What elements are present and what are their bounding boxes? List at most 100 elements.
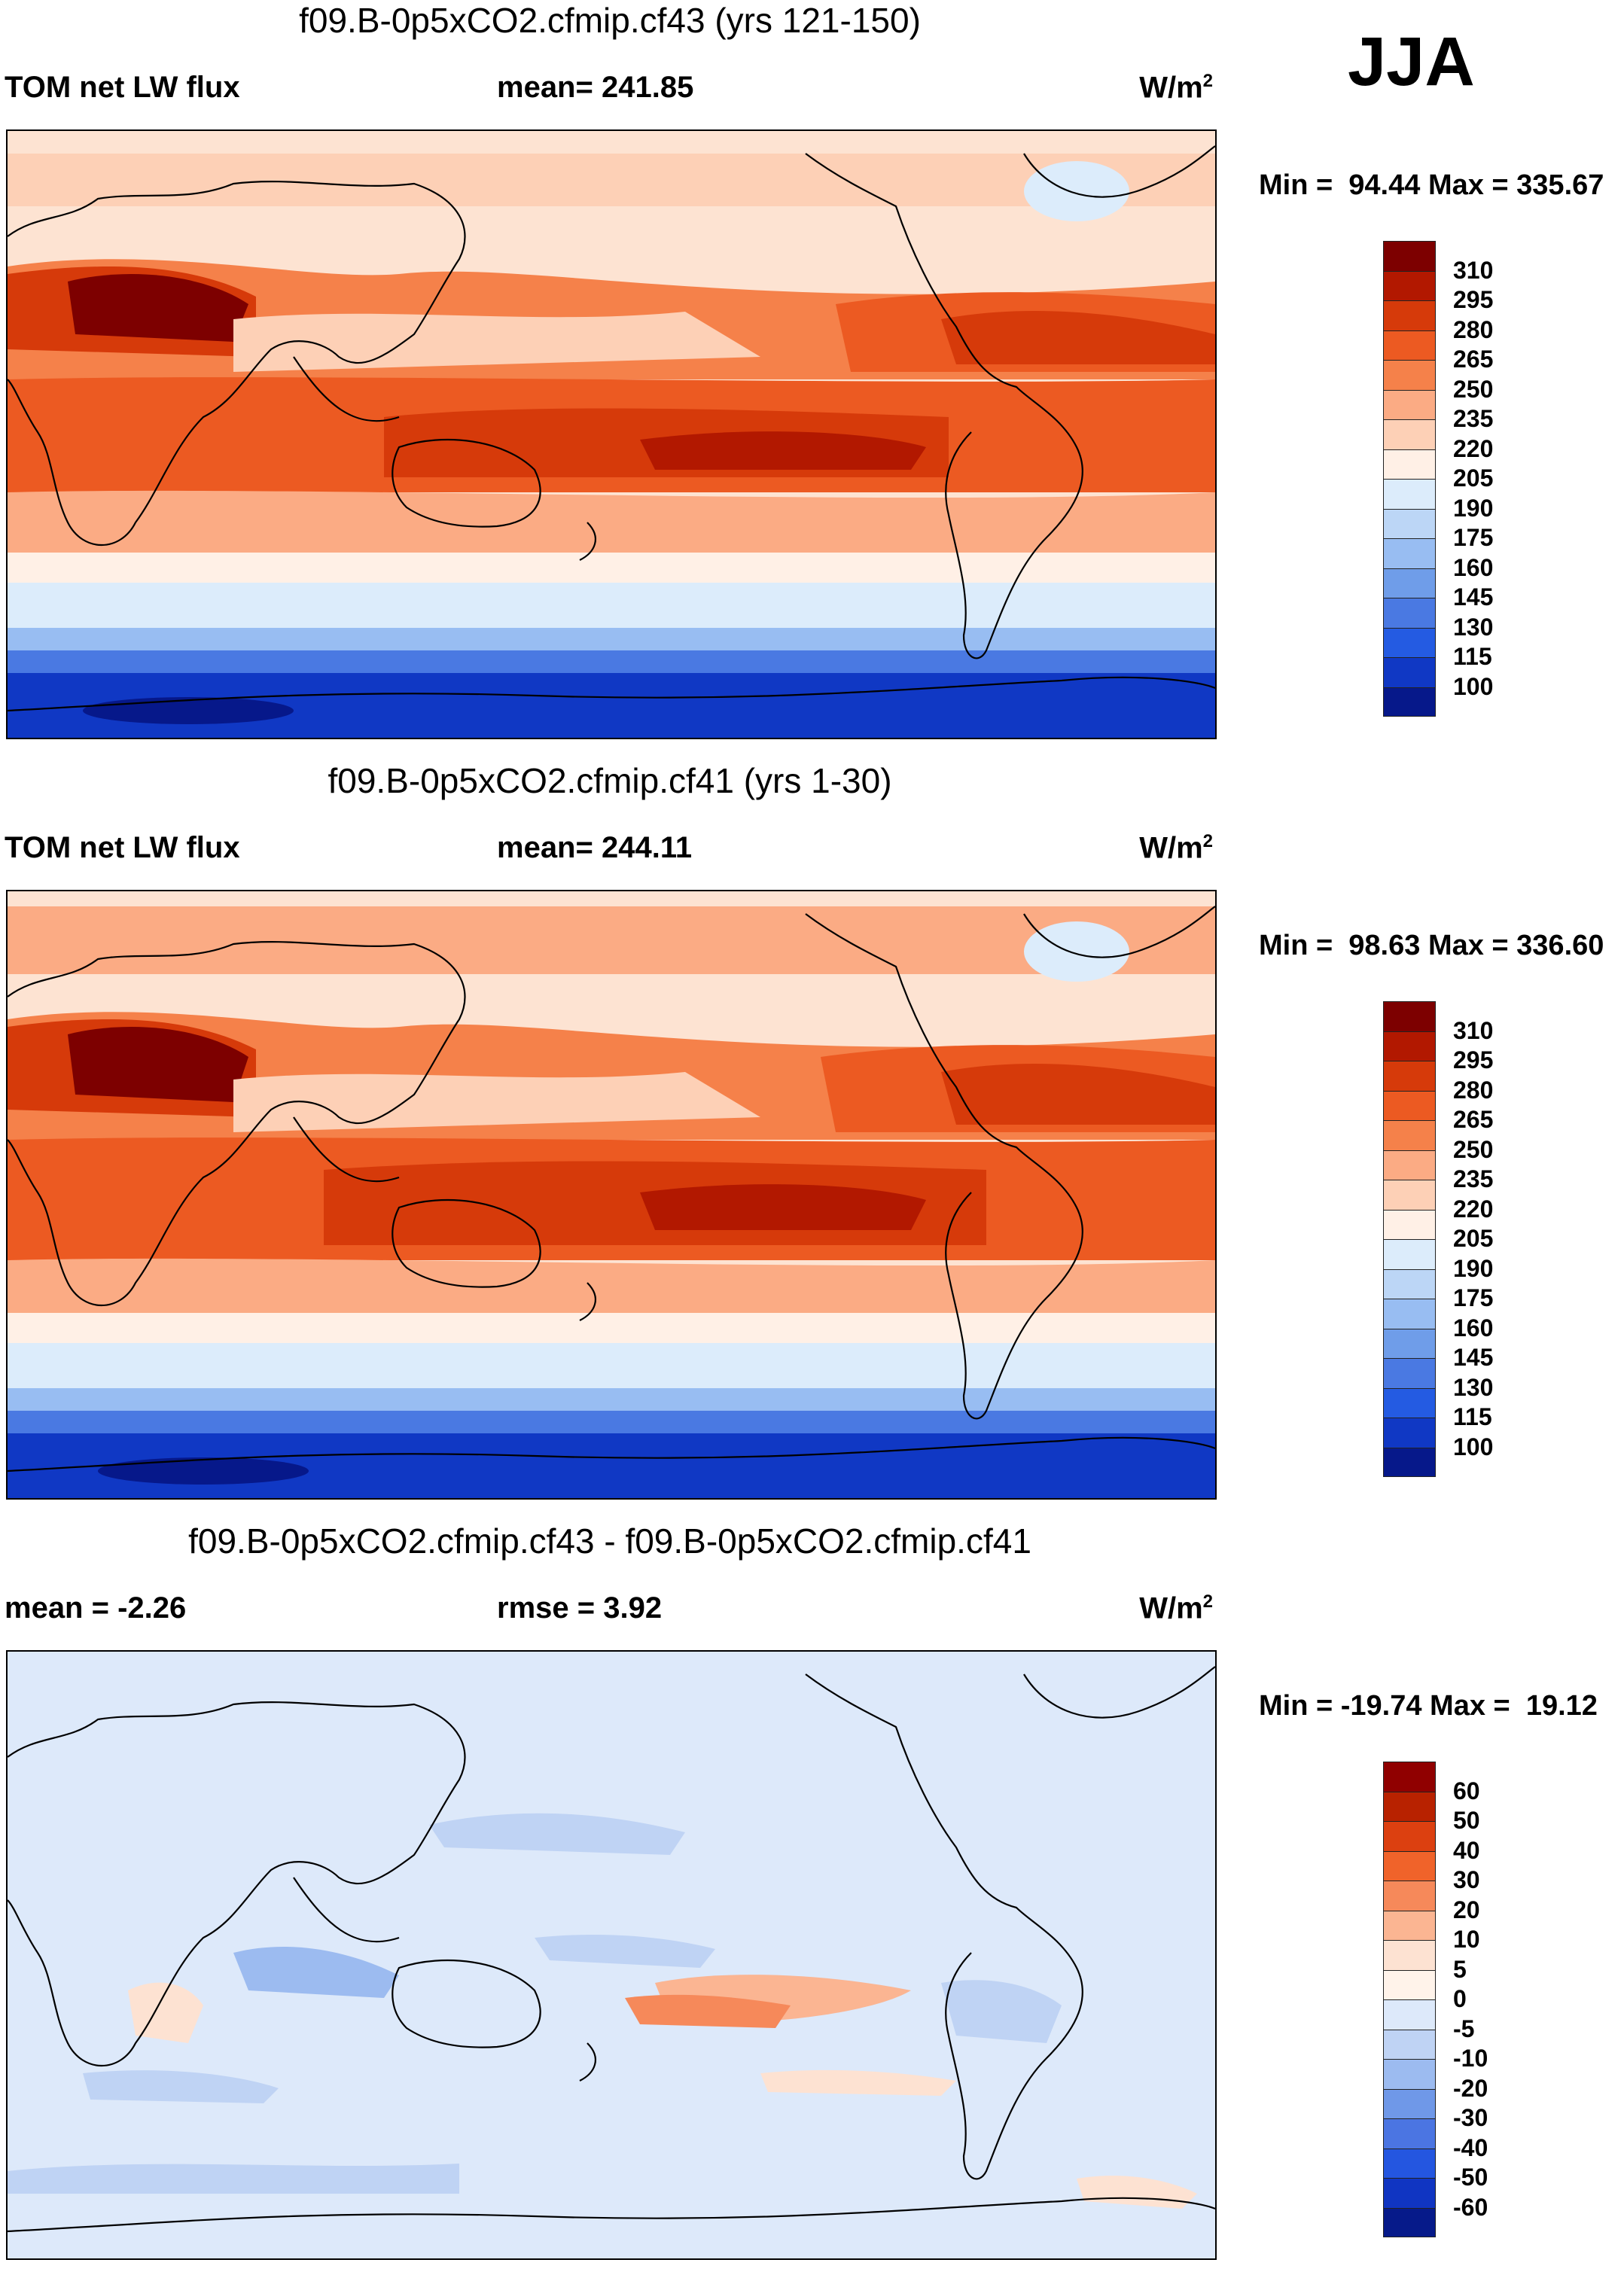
colorbar-box [1383, 1328, 1436, 1358]
colorbar-tick-label: 235 [1453, 405, 1494, 432]
colorbar-box [1383, 1031, 1436, 1061]
colorbar-box [1383, 1120, 1436, 1150]
colorbar-box [1383, 2118, 1436, 2149]
colorbar-tick-label: 100 [1453, 672, 1494, 700]
colorbar-tick-label: 295 [1453, 1046, 1494, 1074]
colorbar-tick-label: 220 [1453, 434, 1494, 462]
units-label: W/m2 [1139, 831, 1213, 865]
panel-cf43: f09.B-0p5xCO2.cfmip.cf43 (yrs 121-150) T… [0, 0, 1624, 760]
colorbar-tick-label: -50 [1453, 2164, 1488, 2191]
colorbar-box [1383, 1180, 1436, 1210]
colorbar-box [1383, 1999, 1436, 2030]
colorbar-tick-label: 310 [1453, 256, 1494, 284]
colorbar-tick-label: -40 [1453, 2133, 1488, 2161]
colorbar-tick-label: 265 [1453, 346, 1494, 373]
colorbar-tick-label: 190 [1453, 494, 1494, 522]
colorbar-box [1383, 241, 1436, 271]
colorbar-box [1383, 657, 1436, 687]
colorbar-tick-label: 10 [1453, 1926, 1480, 1953]
map-cf41 [6, 890, 1217, 1500]
colorbar-box [1383, 538, 1436, 568]
colorbar-tick-label: 250 [1453, 375, 1494, 403]
colorbar-box [1383, 1969, 1436, 1999]
colorbar-box [1383, 1150, 1436, 1180]
colorbar [1383, 1001, 1436, 1477]
colorbar-box [1383, 2178, 1436, 2208]
colorbar-box [1383, 449, 1436, 479]
units-label: W/m2 [1139, 71, 1213, 105]
colorbar-tick-label: 280 [1453, 315, 1494, 343]
colorbar-box [1383, 360, 1436, 390]
mean-label: mean= 244.11 [497, 831, 693, 864]
colorbar-box [1383, 1850, 1436, 1881]
colorbar-tick-label: -10 [1453, 2045, 1488, 2072]
colorbar-box [1383, 2029, 1436, 2059]
colorbar-tick-label: 265 [1453, 1106, 1494, 1133]
variable-label: TOM net LW flux [5, 831, 240, 864]
colorbar-box [1383, 270, 1436, 300]
colorbar [1383, 1762, 1436, 2237]
colorbar-tick-label: 0 [1453, 1985, 1467, 2012]
map-cf43 [6, 129, 1217, 739]
rmse-label: rmse = 3.92 [497, 1591, 663, 1625]
colorbar-box [1383, 598, 1436, 628]
colorbar-box [1383, 2088, 1436, 2118]
variable-label: TOM net LW flux [5, 71, 240, 104]
colorbar-box [1383, 1418, 1436, 1448]
colorbar-tick-label: -30 [1453, 2104, 1488, 2131]
colorbar-box [1383, 1239, 1436, 1269]
colorbar-box [1383, 1881, 1436, 1911]
season-label: JJA [1348, 23, 1475, 100]
colorbar-tick-label: -20 [1453, 2074, 1488, 2102]
colorbar-box [1383, 1791, 1436, 1821]
colorbar-tick-label: 115 [1453, 1403, 1492, 1430]
colorbar-box [1383, 508, 1436, 538]
colorbar-tick-label: 160 [1453, 1314, 1494, 1341]
colorbar-box [1383, 1268, 1436, 1299]
colorbar-box [1383, 1940, 1436, 1970]
colorbar-box [1383, 1821, 1436, 1851]
colorbar-tick-label: 235 [1453, 1165, 1494, 1192]
colorbar-tick-label: 40 [1453, 1836, 1480, 1864]
colorbar [1383, 241, 1436, 717]
colorbar-box [1383, 1762, 1436, 1792]
panel-title: f09.B-0p5xCO2.cfmip.cf41 (yrs 1-30) [328, 761, 892, 800]
colorbar-box [1383, 389, 1436, 419]
colorbar-tick-label: 280 [1453, 1076, 1494, 1104]
min-max-label: Min = -19.74 Max = 19.12 [1259, 1690, 1598, 1722]
colorbar-tick-label: 145 [1453, 1344, 1494, 1371]
colorbar-box [1383, 419, 1436, 449]
colorbar-tick-label: 250 [1453, 1135, 1494, 1163]
colorbar-box [1383, 1447, 1436, 1477]
colorbar-box [1383, 479, 1436, 509]
panel-title: f09.B-0p5xCO2.cfmip.cf43 (yrs 121-150) [299, 1, 921, 40]
colorbar-tick-label: 310 [1453, 1016, 1494, 1044]
units-label: W/m2 [1139, 1591, 1213, 1625]
colorbar-box [1383, 330, 1436, 360]
colorbar-tick-label: -60 [1453, 2193, 1488, 2221]
colorbar-tick-label: 175 [1453, 1284, 1494, 1311]
colorbar-tick-label: 175 [1453, 524, 1494, 551]
colorbar-tick-label: 295 [1453, 286, 1494, 313]
colorbar-box [1383, 2059, 1436, 2089]
colorbar-box [1383, 300, 1436, 330]
colorbar-tick-label: 130 [1453, 613, 1494, 641]
colorbar-tick-label: 100 [1453, 1433, 1494, 1460]
colorbar-box [1383, 1910, 1436, 1940]
colorbar-box [1383, 687, 1436, 717]
colorbar-tick-label: -5 [1453, 2015, 1475, 2042]
colorbar-box [1383, 1209, 1436, 1239]
colorbar-tick-label: 50 [1453, 1807, 1480, 1834]
colorbar-tick-label: 205 [1453, 464, 1494, 492]
colorbar-tick-label: 220 [1453, 1195, 1494, 1223]
panel-cf41: f09.B-0p5xCO2.cfmip.cf41 (yrs 1-30) TOM … [0, 760, 1624, 1521]
colorbar-box [1383, 1090, 1436, 1120]
colorbar-box [1383, 2148, 1436, 2178]
colorbar-tick-label: 60 [1453, 1777, 1480, 1804]
colorbar-tick-label: 130 [1453, 1373, 1494, 1401]
panel-title: f09.B-0p5xCO2.cfmip.cf43 - f09.B-0p5xCO2… [188, 1521, 1031, 1561]
colorbar-tick-label: 160 [1453, 553, 1494, 581]
colorbar-box [1383, 1358, 1436, 1388]
colorbar-tick-label: 115 [1453, 643, 1492, 670]
colorbar-tick-label: 20 [1453, 1896, 1480, 1923]
